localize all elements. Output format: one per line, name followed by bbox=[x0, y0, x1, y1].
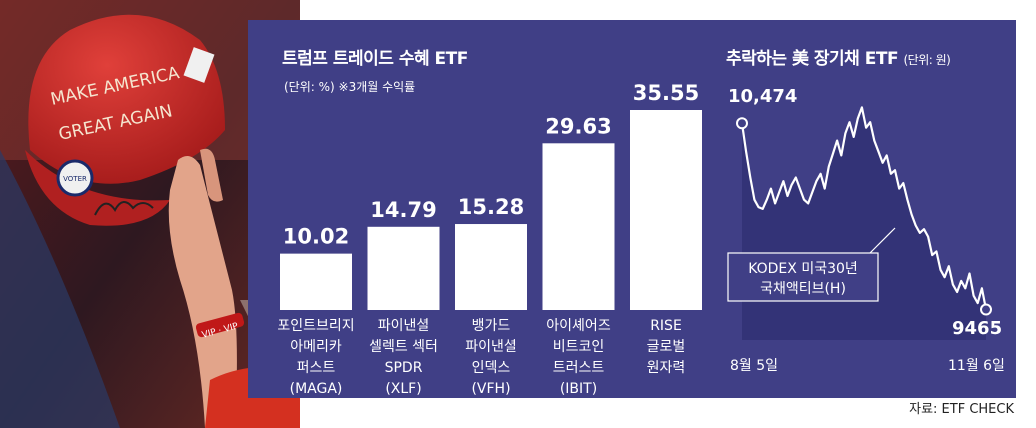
bar-category-label-1-1: 셀렉트 섹터 bbox=[369, 339, 438, 355]
bar-category-label-2-1: 파이낸셜 bbox=[465, 339, 517, 355]
bar-category-label-4-1: 글로벌 bbox=[647, 339, 686, 355]
bar-category-label-3-0: 아이셰어즈 bbox=[546, 318, 611, 334]
badge-text: VOTER bbox=[63, 175, 87, 183]
bar-category-label-2-2: 인덱스 bbox=[472, 360, 511, 376]
bar-2 bbox=[455, 224, 527, 310]
bar-category-label-0-1: 아메리카 bbox=[290, 339, 342, 355]
arm-icon bbox=[168, 156, 237, 428]
bar-value-label-2: 15.28 bbox=[458, 195, 524, 219]
x-start-label: 8월 5일 bbox=[730, 358, 778, 374]
bar-category-label-3-2: 트러스트 bbox=[553, 360, 605, 376]
area-fill bbox=[742, 107, 986, 341]
series-callout-box bbox=[727, 252, 879, 302]
wristband-icon bbox=[195, 312, 245, 338]
bar-4 bbox=[630, 110, 702, 310]
series-line bbox=[740, 106, 988, 310]
voter-badge-icon bbox=[56, 159, 94, 197]
bar-category-label-1-3: (XLF) bbox=[385, 381, 421, 397]
end-value-label: 9465 bbox=[952, 318, 1002, 339]
bar-category-label-1-2: SPDR bbox=[385, 360, 423, 376]
line-chart-title: 추락하는 美 장기채 ETF (단위: 원) bbox=[726, 44, 951, 69]
bar-category-label-3-1: 비트코인 bbox=[553, 339, 605, 355]
bar-category-label-4-2: 원자력 bbox=[647, 360, 686, 376]
bar-value-label-4: 35.55 bbox=[633, 81, 699, 105]
bar-1 bbox=[367, 226, 440, 310]
bar-value-label-3: 29.63 bbox=[545, 114, 611, 138]
bar-0 bbox=[280, 253, 352, 310]
bar-category-label-0-2: 퍼스트 bbox=[297, 360, 336, 376]
end-point bbox=[980, 303, 992, 316]
bar-value-label-0: 10.02 bbox=[283, 225, 349, 249]
callout-line bbox=[869, 227, 896, 254]
start-point bbox=[736, 117, 748, 130]
line-chart-unit: (단위: 원) bbox=[903, 53, 951, 67]
bar-value-label-1: 14.79 bbox=[370, 198, 436, 222]
source-note: 자료: ETF CHECK bbox=[909, 402, 1014, 417]
series-label-0: KODEX 미국30년 bbox=[748, 261, 858, 277]
bar-category-label-3-3: (IBIT) bbox=[560, 381, 597, 397]
line-chart-title-text: 추락하는 美 장기채 ETF bbox=[726, 49, 899, 69]
red-hat-icon: MAKE AMERICA GREAT AGAIN VOTER bbox=[25, 14, 226, 226]
bar-chart-subtitle: (단위: %) ※3개월 수익률 bbox=[284, 80, 416, 94]
bar-chart-title: 트럼프 트레이드 수혜 ETF bbox=[282, 49, 468, 69]
bar-category-label-2-0: 뱅가드 bbox=[472, 318, 511, 334]
bar-3 bbox=[542, 143, 615, 310]
bar-category-label-0-3: (MAGA) bbox=[290, 381, 343, 397]
bar-category-label-0-0: 포인트브리지 bbox=[277, 318, 354, 334]
x-end-label: 11월 6일 bbox=[948, 358, 1005, 374]
start-value-label: 10,474 bbox=[728, 86, 797, 107]
signature-icon bbox=[94, 201, 154, 216]
flag-icon bbox=[183, 47, 215, 83]
series-label-1: 국채액티브(H) bbox=[760, 281, 846, 297]
bar-category-label-4-0: RISE bbox=[650, 318, 682, 334]
bar-category-label-1-0: 파이낸셜 bbox=[378, 318, 430, 334]
bar-category-label-2-3: (VFH) bbox=[471, 381, 510, 397]
